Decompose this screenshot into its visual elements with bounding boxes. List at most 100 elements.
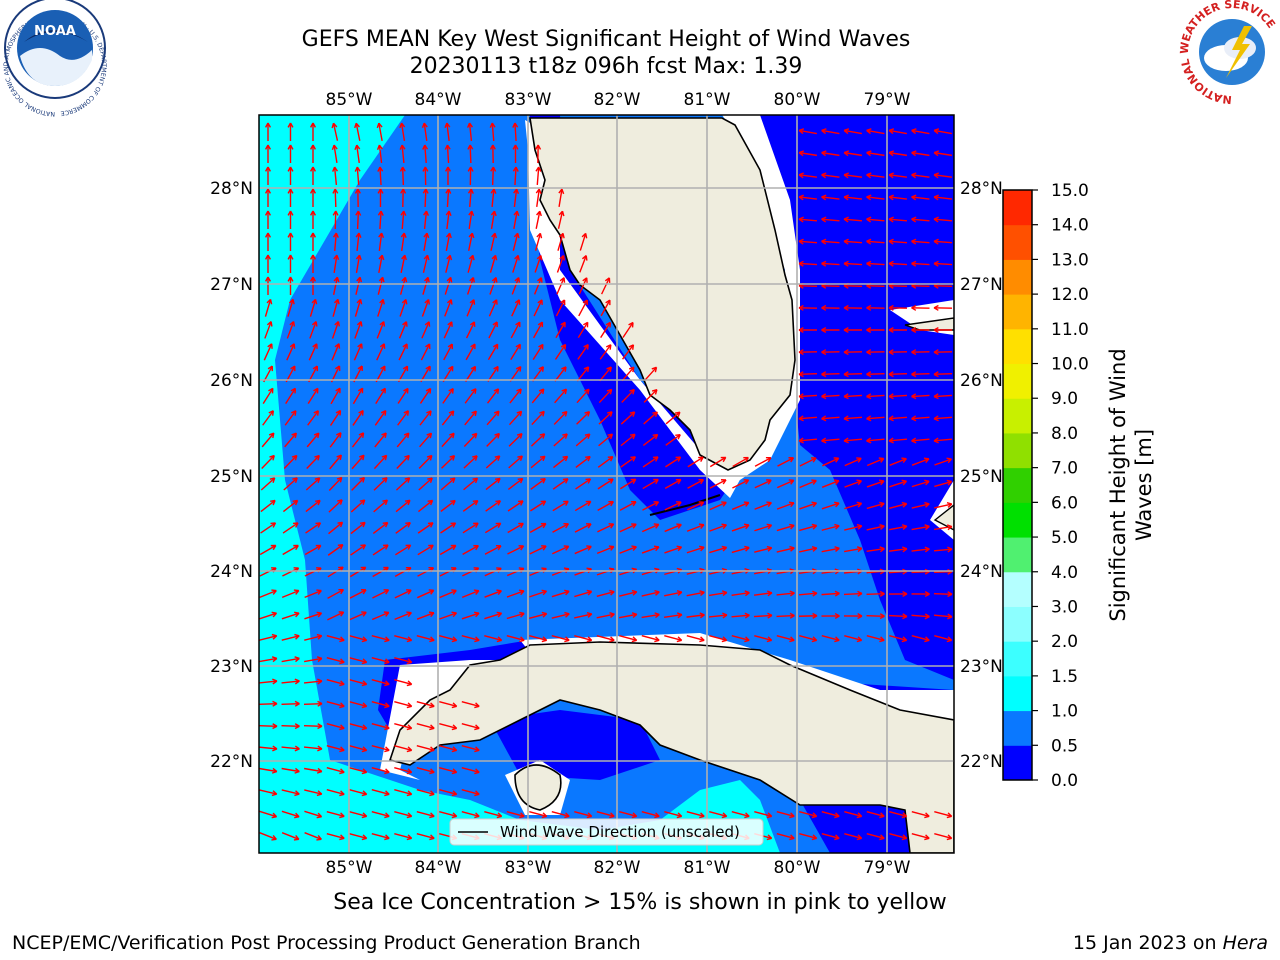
wave-direction-arrow xyxy=(911,349,930,356)
wave-direction-arrow xyxy=(664,810,683,819)
wave-direction-arrow xyxy=(934,479,953,488)
wave-direction-arrow xyxy=(507,522,524,534)
wave-direction-arrow xyxy=(889,457,907,466)
wave-direction-arrow xyxy=(259,633,278,641)
wave-direction-arrow xyxy=(574,523,592,533)
wave-direction-arrow xyxy=(466,122,473,142)
wave-direction-arrow xyxy=(843,590,863,597)
wave-direction-arrow xyxy=(309,144,317,163)
wave-direction-arrow xyxy=(934,810,953,819)
wave-direction-arrow xyxy=(484,589,502,598)
wave-direction-arrow xyxy=(843,238,863,245)
wave-direction-arrow xyxy=(798,590,818,597)
wave-direction-arrow xyxy=(488,299,498,317)
wave-direction-arrow xyxy=(844,634,863,643)
colorbar-label-line2: Waves [m] xyxy=(1132,429,1156,541)
wave-direction-arrow xyxy=(888,437,908,444)
wave-direction-arrow xyxy=(260,499,276,513)
wave-direction-arrow xyxy=(510,343,521,361)
wave-direction-arrow xyxy=(398,343,408,361)
colorbar-segment xyxy=(1003,259,1032,295)
wave-direction-arrow xyxy=(911,150,930,157)
wave-direction-arrow xyxy=(264,144,272,163)
wave-direction-arrow xyxy=(327,588,344,599)
colorbar-tick-label: 7.0 xyxy=(1051,459,1078,479)
wave-direction-arrow xyxy=(821,523,840,531)
wave-direction-arrow xyxy=(354,122,361,141)
wave-direction-arrow xyxy=(798,194,818,201)
wave-direction-arrow xyxy=(866,393,885,400)
wave-direction-arrow xyxy=(439,700,458,709)
wave-direction-arrow xyxy=(259,700,278,707)
wave-direction-arrow xyxy=(535,210,542,229)
wave-direction-arrow xyxy=(553,433,568,447)
wave-direction-arrow xyxy=(798,128,817,135)
wave-direction-arrow xyxy=(866,172,885,179)
wave-direction-arrow xyxy=(821,501,840,510)
wave-direction-arrow xyxy=(371,722,390,731)
wave-direction-arrow xyxy=(641,612,660,619)
wave-direction-arrow xyxy=(485,500,502,512)
wave-direction-arrow xyxy=(462,522,479,534)
wave-direction-arrow xyxy=(709,634,728,643)
wave-direction-arrow xyxy=(444,299,453,317)
wave-direction-arrow xyxy=(553,455,569,469)
wave-direction-arrow xyxy=(488,321,498,339)
wave-direction-arrow xyxy=(442,365,454,383)
wave-direction-arrow xyxy=(464,388,477,404)
wave-direction-arrow xyxy=(465,343,476,361)
wave-direction-arrow xyxy=(354,298,363,317)
wave-direction-arrow xyxy=(421,122,428,142)
wave-direction-arrow xyxy=(376,321,386,339)
wave-direction-arrow xyxy=(575,433,591,447)
colorbar-tick-label: 13.0 xyxy=(1051,250,1089,270)
wave-direction-arrow xyxy=(489,144,496,164)
wave-direction-arrow xyxy=(371,634,390,643)
wave-direction-arrow xyxy=(888,216,908,223)
wave-direction-arrow xyxy=(351,454,365,470)
wave-direction-arrow xyxy=(866,415,885,422)
wave-direction-arrow xyxy=(463,455,478,469)
wave-direction-arrow xyxy=(911,393,930,400)
wave-direction-arrow xyxy=(371,766,390,775)
wave-direction-arrow xyxy=(282,522,299,534)
wave-direction-arrow xyxy=(888,128,907,135)
wave-direction-arrow xyxy=(281,633,300,641)
lat-tick-label: 23°N xyxy=(960,657,1003,677)
wave-direction-arrow xyxy=(843,150,863,157)
wave-direction-arrow xyxy=(574,810,593,819)
wave-direction-arrow xyxy=(376,122,383,141)
colorbar-segment xyxy=(1003,398,1032,434)
wave-direction-arrow xyxy=(513,210,520,229)
wave-direction-arrow xyxy=(754,501,772,510)
wave-direction-arrow xyxy=(461,810,480,819)
wave-direction-arrow xyxy=(373,499,388,513)
wave-direction-arrow xyxy=(888,260,908,267)
wave-direction-arrow xyxy=(395,544,412,556)
wave-direction-arrow xyxy=(304,789,323,797)
wave-direction-arrow xyxy=(354,166,361,186)
lon-tick-label: 84°W xyxy=(415,858,462,878)
wave-direction-arrow xyxy=(509,366,522,382)
wave-direction-arrow xyxy=(708,612,728,619)
wave-direction-arrow xyxy=(349,589,367,599)
wave-direction-arrow xyxy=(529,589,548,598)
wave-direction-arrow xyxy=(264,254,272,273)
wave-direction-arrow xyxy=(686,634,705,643)
wave-direction-arrow xyxy=(506,634,525,643)
wave-direction-arrow xyxy=(259,589,277,599)
lat-tick-label: 28°N xyxy=(210,179,253,199)
wave-direction-arrow xyxy=(578,277,588,295)
wave-direction-arrow xyxy=(400,232,407,252)
wave-direction-arrow xyxy=(329,454,342,470)
wave-direction-arrow xyxy=(465,365,477,382)
wave-direction-arrow xyxy=(354,321,363,339)
wave-direction-arrow xyxy=(889,634,908,643)
wave-direction-arrow xyxy=(484,611,503,620)
lat-tick-label: 27°N xyxy=(210,275,253,295)
wave-direction-arrow xyxy=(665,456,682,468)
wave-direction-arrow xyxy=(355,276,363,295)
wave-direction-arrow xyxy=(577,321,589,339)
wave-direction-arrow xyxy=(377,166,384,186)
wave-direction-arrow xyxy=(349,766,368,775)
